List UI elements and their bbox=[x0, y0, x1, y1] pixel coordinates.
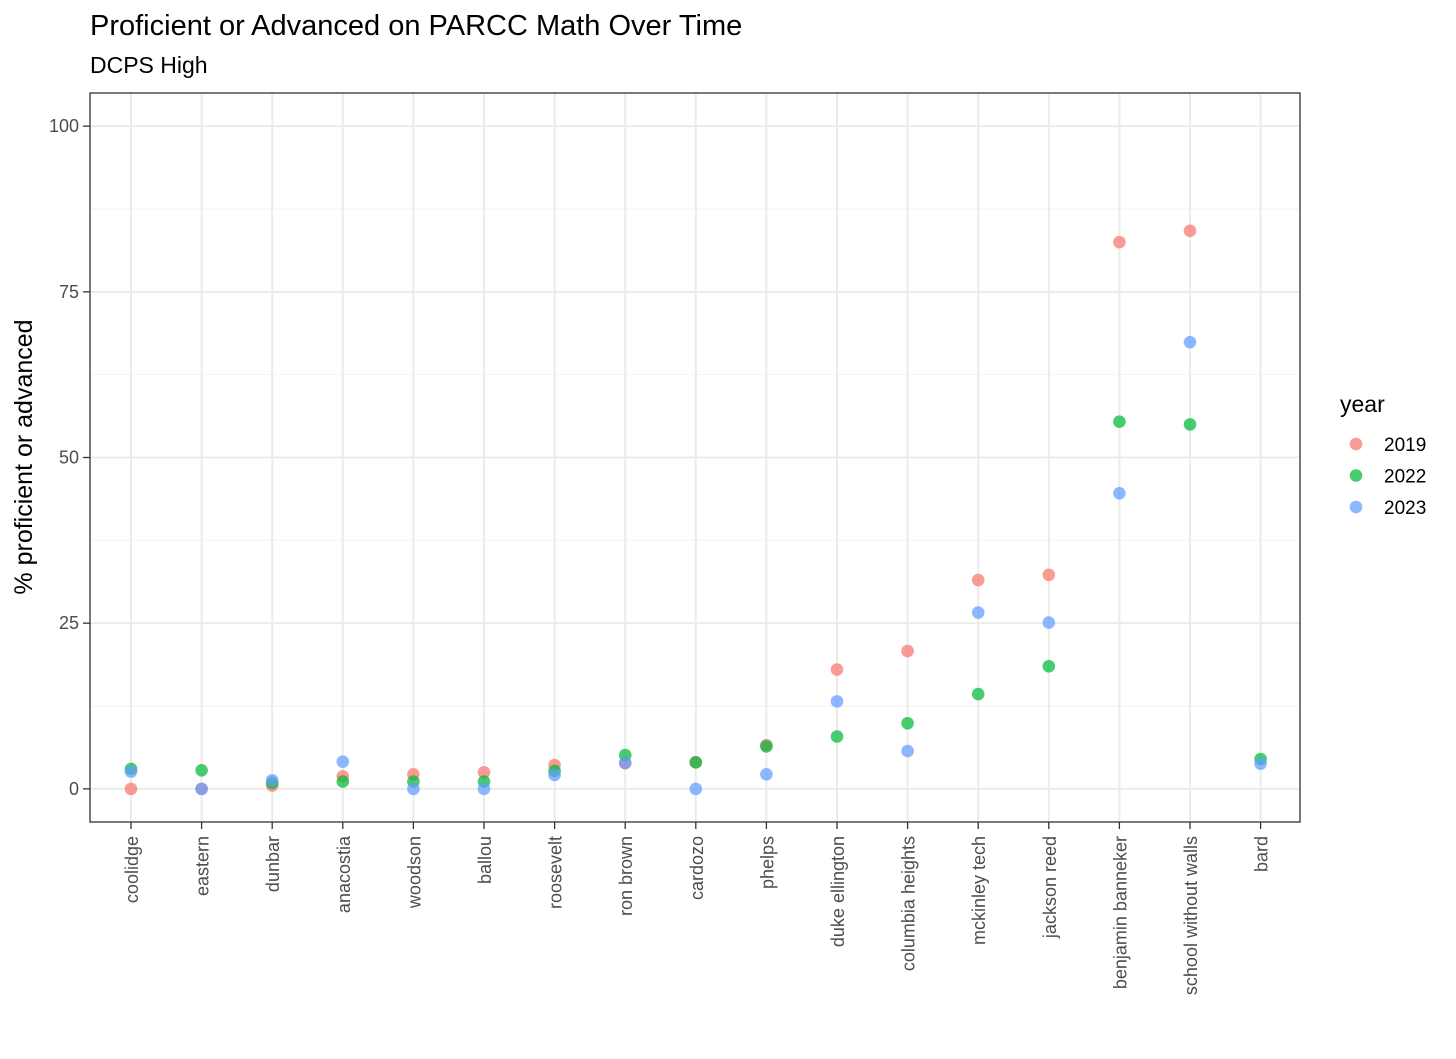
data-point-2023 bbox=[1254, 757, 1267, 770]
x-tick-label: benjamin banneker bbox=[1110, 836, 1130, 989]
data-point-2019 bbox=[1042, 568, 1056, 582]
data-points bbox=[124, 224, 1267, 796]
data-point-2023 bbox=[1042, 616, 1056, 629]
data-point-2022 bbox=[971, 687, 985, 701]
data-point-2022 bbox=[901, 716, 914, 730]
data-point-2022 bbox=[689, 756, 703, 769]
data-point-2023 bbox=[971, 606, 985, 619]
data-point-2019 bbox=[1183, 224, 1197, 238]
data-point-2019 bbox=[477, 765, 491, 779]
data-point-2023 bbox=[901, 744, 914, 758]
y-tick-label: 25 bbox=[59, 613, 79, 633]
x-tick-label: ron brown bbox=[616, 836, 636, 916]
data-point-2023 bbox=[336, 755, 350, 768]
grid-major bbox=[90, 93, 1300, 822]
data-point-2023 bbox=[265, 773, 279, 787]
x-tick-label: columbia heights bbox=[899, 836, 919, 971]
data-point-2023 bbox=[1113, 486, 1126, 500]
data-point-2019 bbox=[971, 573, 985, 587]
data-point-2023 bbox=[407, 782, 420, 796]
x-tick-label: jackson reed bbox=[1040, 836, 1060, 939]
y-tick-label: 100 bbox=[49, 116, 79, 136]
data-point-2023 bbox=[689, 782, 703, 796]
y-tick-label: 0 bbox=[69, 779, 79, 799]
legend-key-2022 bbox=[1349, 469, 1363, 482]
x-tick-label: woodson bbox=[404, 836, 424, 909]
x-tick-label: bard bbox=[1252, 836, 1272, 872]
data-point-2023 bbox=[195, 782, 208, 796]
data-point-2022 bbox=[1183, 418, 1197, 431]
x-tick-label: eastern bbox=[193, 836, 213, 896]
y-axis: 0 25 50 75 100 bbox=[49, 116, 90, 799]
y-tick-label: 75 bbox=[59, 282, 79, 302]
data-point-2022 bbox=[830, 730, 844, 743]
data-point-2022 bbox=[760, 740, 773, 753]
y-tick-label: 50 bbox=[59, 448, 79, 468]
x-tick-label: anacostia bbox=[334, 835, 354, 913]
data-point-2019 bbox=[124, 782, 138, 796]
x-tick-label: ballou bbox=[475, 836, 495, 884]
legend-key-2019 bbox=[1349, 437, 1363, 451]
legend-label-2022: 2022 bbox=[1384, 467, 1426, 488]
data-point-2023 bbox=[124, 765, 138, 778]
legend: year 2019 2022 2023 bbox=[1340, 391, 1426, 519]
legend-key-2023 bbox=[1349, 500, 1363, 514]
data-point-2022 bbox=[195, 764, 208, 777]
x-tick-label: dunbar bbox=[263, 836, 283, 892]
y-axis-title: % proficient or advanced bbox=[10, 319, 38, 594]
data-point-2022 bbox=[1113, 415, 1126, 429]
data-point-2023 bbox=[477, 782, 491, 796]
x-tick-label: coolidge bbox=[122, 836, 142, 903]
x-tick-label: roosevelt bbox=[546, 836, 566, 909]
data-point-2023 bbox=[760, 767, 773, 781]
data-point-2019 bbox=[901, 644, 914, 658]
x-tick-label: school without walls bbox=[1181, 836, 1201, 995]
legend-title: year bbox=[1340, 391, 1385, 417]
data-point-2023 bbox=[548, 768, 561, 782]
x-tick-label: mckinley tech bbox=[969, 836, 989, 945]
data-point-2023 bbox=[1183, 335, 1197, 349]
legend-label-2023: 2023 bbox=[1384, 498, 1426, 519]
data-point-2023 bbox=[618, 756, 632, 770]
data-point-2023 bbox=[830, 695, 844, 708]
data-point-2022 bbox=[1042, 659, 1056, 673]
x-tick-label: phelps bbox=[757, 836, 777, 889]
data-point-2022 bbox=[336, 775, 350, 788]
x-axis: coolidge eastern dunbar anacostia woodson bal… bbox=[122, 822, 1272, 995]
x-tick-label: duke ellington bbox=[828, 836, 848, 947]
legend-label-2019: 2019 bbox=[1384, 435, 1426, 456]
chart-title: Proficient or Advanced on PARCC Math Ove… bbox=[90, 10, 742, 42]
data-point-2019 bbox=[830, 663, 844, 676]
chart-subtitle: DCPS High bbox=[90, 52, 208, 78]
x-tick-label: cardozo bbox=[687, 836, 707, 900]
data-point-2019 bbox=[1113, 235, 1126, 249]
